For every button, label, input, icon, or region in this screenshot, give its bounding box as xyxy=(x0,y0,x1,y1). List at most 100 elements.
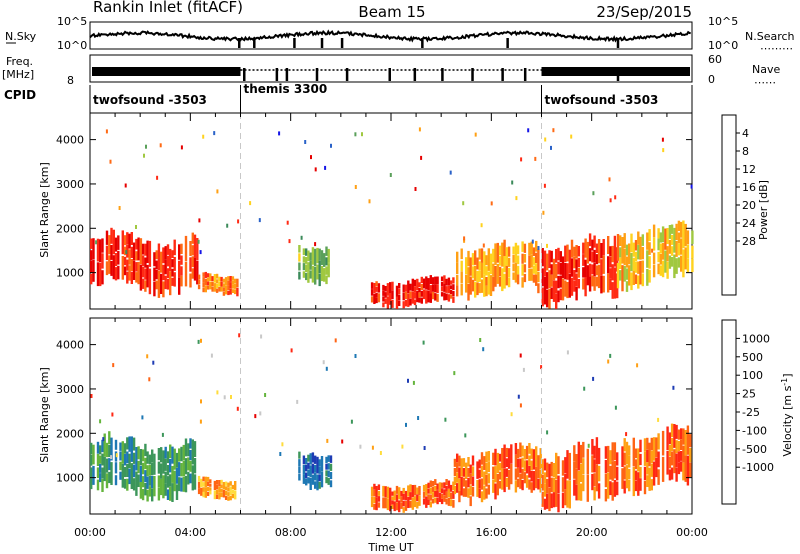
heatmap-cell xyxy=(231,284,235,289)
heatmap-cell xyxy=(670,423,674,437)
heatmap-cell xyxy=(543,498,547,510)
heatmap-cell xyxy=(478,459,481,469)
heatmap-cell xyxy=(471,487,475,497)
heatmap-cell xyxy=(231,280,235,285)
heatmap-cell xyxy=(382,485,385,497)
heatmap-cell xyxy=(108,471,111,484)
heatmap-cell xyxy=(377,502,381,508)
heatmap-cell xyxy=(359,444,362,449)
heatmap-cell xyxy=(579,463,583,483)
heatmap-cell xyxy=(525,460,529,474)
heatmap-cell xyxy=(164,259,167,275)
heatmap-cell xyxy=(507,469,511,490)
heatmap-cell xyxy=(469,485,472,496)
heatmap-cell xyxy=(575,468,578,485)
heatmap-cell xyxy=(684,223,687,247)
heatmap-cell xyxy=(278,131,281,136)
heatmap-cell xyxy=(462,477,466,487)
heatmap-cell xyxy=(555,263,558,279)
heatmap-cell xyxy=(101,253,104,269)
heatmap-cell xyxy=(302,455,306,465)
heatmap-cell xyxy=(584,277,587,297)
heatmap-cell xyxy=(110,227,113,244)
heatmap-cell xyxy=(427,499,430,505)
heatmap-cell xyxy=(434,497,437,503)
heatmap-cell xyxy=(227,290,230,296)
heatmap-cell xyxy=(224,491,228,496)
heatmap-cell xyxy=(614,405,617,410)
heatmap-cell xyxy=(584,259,587,277)
heatmap-cell xyxy=(452,491,455,499)
heatmap-cell xyxy=(209,281,212,290)
heatmap-cell xyxy=(110,437,113,461)
heatmap-cell xyxy=(411,278,414,292)
heatmap-cell xyxy=(568,480,571,509)
heatmap-cell xyxy=(577,441,580,471)
heatmap-cell xyxy=(92,465,95,485)
heatmap-cell xyxy=(532,247,536,256)
heatmap-cell xyxy=(395,296,399,309)
heatmap-cell xyxy=(298,473,301,481)
heatmap-cell xyxy=(222,278,226,283)
heatmap-cell xyxy=(334,338,337,343)
heatmap-cell xyxy=(494,243,497,265)
heatmap-cell xyxy=(416,502,419,509)
heatmap-cell xyxy=(180,145,183,150)
nsearch-tick-bottom: 10^0 xyxy=(708,39,738,52)
heatmap-cell xyxy=(670,467,674,480)
heatmap-cell xyxy=(521,253,524,264)
heatmap-cell xyxy=(90,478,93,490)
heatmap-cell xyxy=(309,465,312,478)
heatmap-cell xyxy=(431,284,435,292)
heatmap-cell xyxy=(478,248,481,260)
power-axes: 1000 2000 3000 4000 xyxy=(56,113,693,309)
heatmap-cell xyxy=(325,246,328,256)
heatmap-cell xyxy=(327,263,330,278)
heatmap-cell xyxy=(206,285,210,290)
heatmap-cell xyxy=(510,444,513,464)
heatmap-cell xyxy=(200,487,203,496)
heatmap-cell xyxy=(144,470,147,483)
heatmap-cell xyxy=(523,254,527,263)
heatmap-cell xyxy=(523,273,527,283)
heatmap-cell xyxy=(326,438,329,443)
heatmap-cell xyxy=(505,458,508,467)
freq-marker xyxy=(471,68,474,81)
heatmap-cell xyxy=(407,378,409,383)
heatmap-cell xyxy=(314,248,317,267)
heatmap-cell xyxy=(528,242,531,256)
heatmap-cell xyxy=(673,227,676,253)
heatmap-cell xyxy=(146,354,149,359)
heatmap-cell xyxy=(173,239,176,256)
heatmap-cell xyxy=(191,245,194,256)
heatmap-cell xyxy=(105,442,109,458)
heatmap-cell xyxy=(452,277,455,284)
heatmap-cell xyxy=(628,468,631,480)
heatmap-cell xyxy=(478,283,481,294)
heatmap-cell xyxy=(613,442,617,461)
heatmap-cell xyxy=(637,472,640,496)
heatmap-cell xyxy=(191,256,194,268)
heatmap-cell xyxy=(148,464,152,476)
heatmap-cell xyxy=(409,500,412,508)
heatmap-cell xyxy=(460,477,463,496)
heatmap-cell xyxy=(452,499,455,508)
heatmap-cell xyxy=(575,259,578,273)
heatmap-cell xyxy=(298,245,301,253)
heatmap-cell xyxy=(498,256,502,266)
heatmap-cell xyxy=(121,256,124,280)
y-tick-label: 2000 xyxy=(56,222,84,235)
heatmap-cell xyxy=(420,276,423,284)
heatmap-cell xyxy=(160,251,163,273)
heatmap-cell xyxy=(429,494,432,501)
heatmap-cell xyxy=(602,239,605,256)
heatmap-cell xyxy=(540,365,543,370)
heatmap-cell xyxy=(557,290,560,303)
heatmap-cell xyxy=(534,156,537,161)
heatmap-cell xyxy=(137,237,140,261)
colorbar-tick-label: 1000 xyxy=(742,332,770,345)
heatmap-cell xyxy=(512,246,515,255)
heatmap-cell xyxy=(531,239,534,244)
heatmap-cell xyxy=(409,283,412,291)
heatmap-cell xyxy=(105,458,109,473)
